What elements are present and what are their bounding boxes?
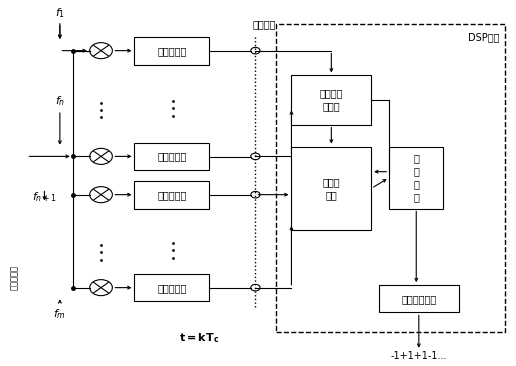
Bar xyxy=(292,146,371,231)
Text: 匹配滤波器: 匹配滤波器 xyxy=(157,46,186,56)
Text: $f_1$: $f_1$ xyxy=(55,7,65,20)
Text: 采样开关: 采样开关 xyxy=(253,19,277,29)
Bar xyxy=(292,75,371,125)
Text: -1+1+1-1...: -1+1+1-1... xyxy=(391,351,447,361)
Bar xyxy=(135,37,209,64)
Text: 并串变换电路: 并串变换电路 xyxy=(401,294,437,304)
Text: DSP芯片: DSP芯片 xyxy=(469,32,500,42)
Bar xyxy=(389,146,443,209)
Bar xyxy=(135,143,209,170)
Text: 相关値
计算: 相关値 计算 xyxy=(322,177,340,200)
Text: 参考信号
取平均: 参考信号 取平均 xyxy=(319,89,343,112)
Text: 匹配滤波器: 匹配滤波器 xyxy=(157,190,186,200)
Bar xyxy=(379,285,459,313)
Text: $\mathbf{t = kT_c}$: $\mathbf{t = kT_c}$ xyxy=(179,331,219,345)
Text: 匹配滤波器: 匹配滤波器 xyxy=(157,152,186,161)
Bar xyxy=(135,274,209,302)
Text: $f_n$: $f_n$ xyxy=(55,94,65,108)
Text: 载波乘法器: 载波乘法器 xyxy=(10,265,19,290)
Text: $f_m$: $f_m$ xyxy=(54,307,67,321)
Text: 匹配滤波器: 匹配滤波器 xyxy=(157,283,186,293)
Text: $f_{n+1}$: $f_{n+1}$ xyxy=(32,191,57,205)
Text: 门
限
判
决: 门 限 判 决 xyxy=(413,153,419,202)
Bar xyxy=(135,181,209,209)
Bar xyxy=(276,25,505,332)
